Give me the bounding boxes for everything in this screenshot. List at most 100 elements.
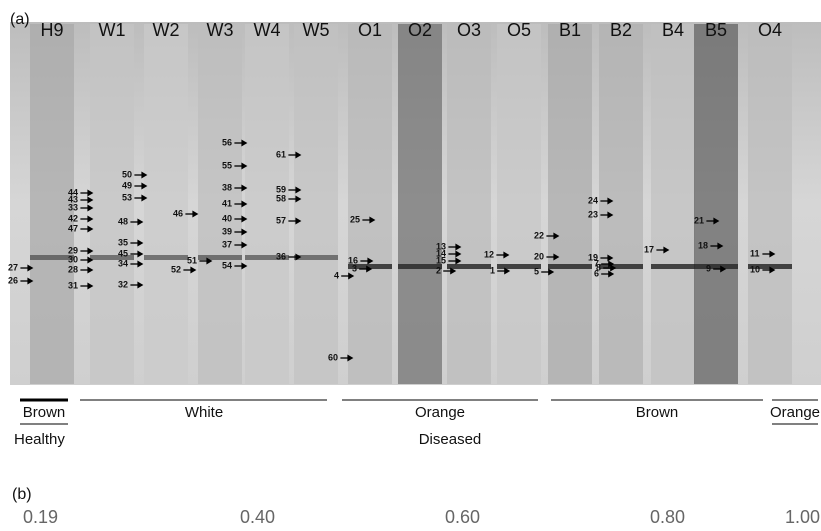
arrow-head [607,197,614,205]
lane-label: O1 [358,20,382,40]
band-label: 26 [8,275,18,285]
group-label: Brown [23,404,66,421]
arrow-head [717,242,724,250]
arrow-head [503,251,510,259]
gel-band [90,255,134,260]
arrow-head [608,260,615,268]
arrow-head [241,215,248,223]
lane-label: O5 [507,20,531,40]
arrow-head [367,257,374,265]
arrow-head [87,266,94,274]
group-label: Orange [770,404,820,421]
scale-label: 0.40 [240,507,275,527]
band-label: 9 [706,263,711,273]
gel-band [447,264,491,269]
arrow-head [87,196,94,204]
band-label: 60 [328,352,338,362]
gel-lane [30,24,74,384]
band-label: 31 [68,280,78,290]
arrow-head [87,189,94,197]
arrow-head [27,277,34,285]
arrow-head [241,139,248,147]
band-label: 10 [750,264,760,274]
band-label: 35 [118,237,128,247]
scale-label: 1.00 [785,507,820,527]
gel-lane [748,24,792,384]
band-label: 29 [68,245,78,255]
band-label: 45 [118,248,128,258]
band-label: 58 [276,193,286,203]
band-label: 44 [68,187,78,197]
arrow-head [295,195,302,203]
gel-band [651,264,695,269]
arrow-head [190,266,197,274]
arrow-head [553,232,560,240]
lane-label: W1 [99,20,126,40]
band-label: 33 [68,202,78,212]
lane-label: H9 [40,20,63,40]
arrow-head [87,225,94,233]
lane-label: O4 [758,20,782,40]
arrow-head [553,253,560,261]
band-label: 56 [222,137,232,147]
band-label: 15 [436,255,446,265]
arrow-head [720,265,727,273]
arrow-head [608,270,615,278]
band-label: 12 [484,249,494,259]
arrow-head [450,267,457,275]
arrow-head [192,210,199,218]
lane-label: W3 [207,20,234,40]
band-label: 18 [698,240,708,250]
group-label: Brown [636,404,679,421]
gel-band [694,264,738,269]
band-label: 30 [68,254,78,264]
gel-lane [694,24,738,384]
band-label: 25 [350,214,360,224]
gel-lane [245,24,289,384]
arrow-head [87,215,94,223]
panel-label: (a) [10,11,30,28]
band-label: 50 [122,169,132,179]
gel-band [348,264,392,269]
gel-lane [548,24,592,384]
arrow-head [241,262,248,270]
arrow-head [137,260,144,268]
arrow-head [295,186,302,194]
arrow-head [87,247,94,255]
arrow-head [663,246,670,254]
arrow-head [27,264,34,272]
band-label: 1 [490,265,495,275]
gel-lanes [30,24,792,384]
arrow-head [607,211,614,219]
band-label: 20 [534,251,544,261]
group-label: White [185,404,223,421]
band-label: 49 [122,180,132,190]
band-label: 22 [534,230,544,240]
band-label: 37 [222,239,232,249]
lane-label: W4 [254,20,281,40]
arrow-head [455,257,462,265]
panel-label: (b) [12,486,32,503]
arrow-head [87,282,94,290]
band-label: 8 [596,262,601,272]
band-label: 6 [594,268,599,278]
gel-lane [294,24,338,384]
arrow-head [347,354,354,362]
band-label: 39 [222,226,232,236]
band-label: 4 [334,270,339,280]
scale-label: 0.60 [445,507,480,527]
arrow-head [455,250,462,258]
arrow-head [137,281,144,289]
arrow-head [87,204,94,212]
band-label: 7 [594,258,599,268]
gel-band [144,255,188,260]
band-label: 61 [276,149,286,159]
gel-lane [348,24,392,384]
gel-band [548,264,592,269]
band-label: 17 [644,244,654,254]
arrow-head [369,216,376,224]
arrow-head [206,257,213,265]
band-label: 13 [436,241,446,251]
band-label: 19 [588,252,598,262]
arrow-head [137,239,144,247]
